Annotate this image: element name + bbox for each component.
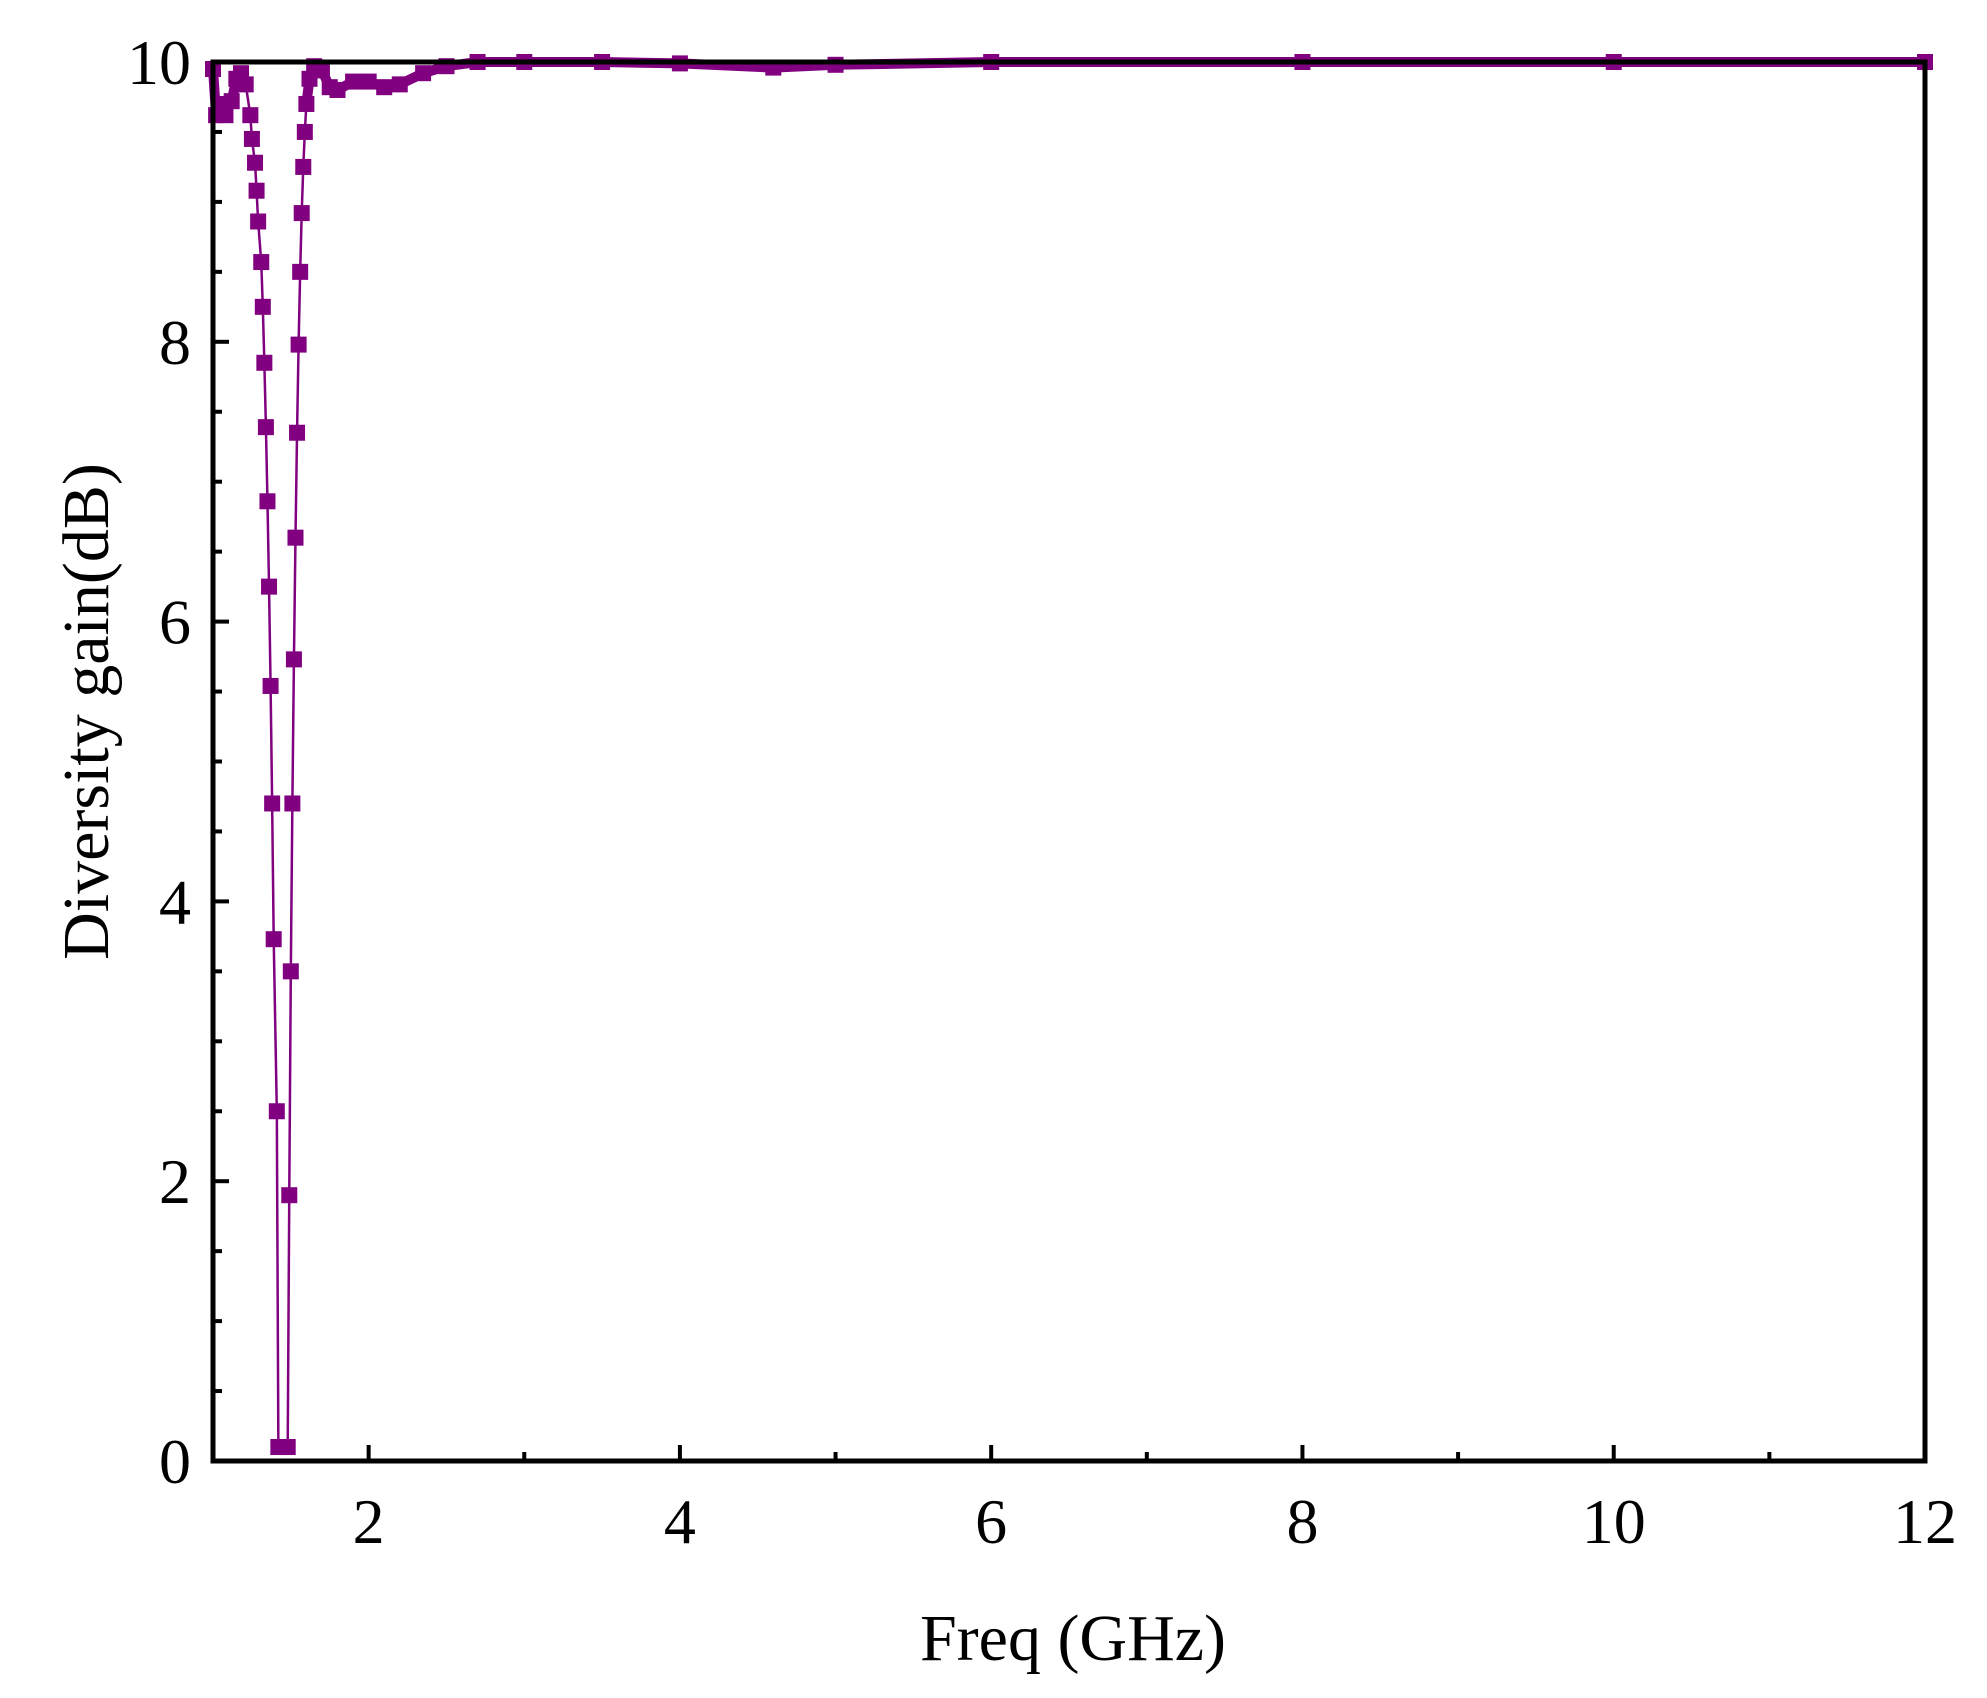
- data-point: [295, 158, 312, 175]
- data-point: [301, 70, 318, 87]
- x-tick-label: 8: [1286, 1486, 1318, 1557]
- data-point: [296, 123, 313, 140]
- data-point: [253, 254, 270, 271]
- data-point: [345, 73, 362, 90]
- data-point: [261, 578, 278, 595]
- x-tick-label: 6: [975, 1486, 1007, 1557]
- data-point: [287, 529, 304, 546]
- data-point: [313, 62, 330, 79]
- data-point: [289, 424, 306, 441]
- series-line: [211, 60, 1925, 1449]
- data-point: [415, 65, 432, 82]
- data-point: [265, 931, 282, 948]
- data-point: [237, 76, 254, 93]
- data-point: [292, 263, 309, 280]
- data-point: [254, 298, 271, 315]
- data-point: [243, 130, 260, 147]
- series-band-right: [301, 57, 1925, 105]
- series-layer: [205, 54, 1933, 1456]
- data-point: [247, 154, 264, 171]
- y-tick-label: 2: [159, 1146, 191, 1217]
- y-axis-title: Diversity gain(dB): [50, 463, 123, 960]
- data-point: [298, 95, 315, 112]
- data-point: [282, 963, 299, 980]
- data-point: [256, 354, 273, 371]
- y-tick-label: 8: [159, 307, 191, 378]
- data-point: [279, 1439, 296, 1456]
- data-point: [293, 205, 310, 222]
- ticks-layer: [213, 60, 1927, 1463]
- x-tick-label: 12: [1893, 1486, 1957, 1557]
- data-point: [223, 93, 240, 110]
- data-point: [262, 677, 279, 694]
- labels-layer: 2 4 6 8 10 12 0 2 4 6 8 10: [127, 27, 1957, 1557]
- data-point: [329, 81, 346, 98]
- data-point: [217, 107, 234, 124]
- x-axis-title: Freq (GHz): [920, 1602, 1226, 1675]
- data-point: [290, 336, 307, 353]
- data-point: [285, 651, 302, 668]
- data-point: [376, 79, 393, 96]
- x-tick-label: 2: [353, 1486, 385, 1557]
- data-point: [281, 1187, 298, 1204]
- y-tick-label: 6: [159, 587, 191, 658]
- plot-frame: [210, 59, 1928, 1464]
- x-tick-label: 4: [664, 1486, 696, 1557]
- data-point: [264, 795, 281, 812]
- y-tick-label: 0: [159, 1426, 191, 1497]
- data-point: [257, 419, 274, 436]
- data-point: [827, 56, 844, 73]
- data-point: [242, 107, 259, 124]
- data-point: [360, 73, 377, 90]
- data-point: [248, 182, 265, 199]
- data-point: [284, 795, 301, 812]
- data-point: [268, 1103, 285, 1120]
- data-point: [250, 213, 267, 230]
- y-tick-label: 10: [127, 27, 191, 98]
- y-tick-label: 4: [159, 866, 191, 937]
- data-point: [259, 493, 276, 510]
- x-tick-label: 10: [1582, 1486, 1646, 1557]
- data-point: [391, 76, 408, 93]
